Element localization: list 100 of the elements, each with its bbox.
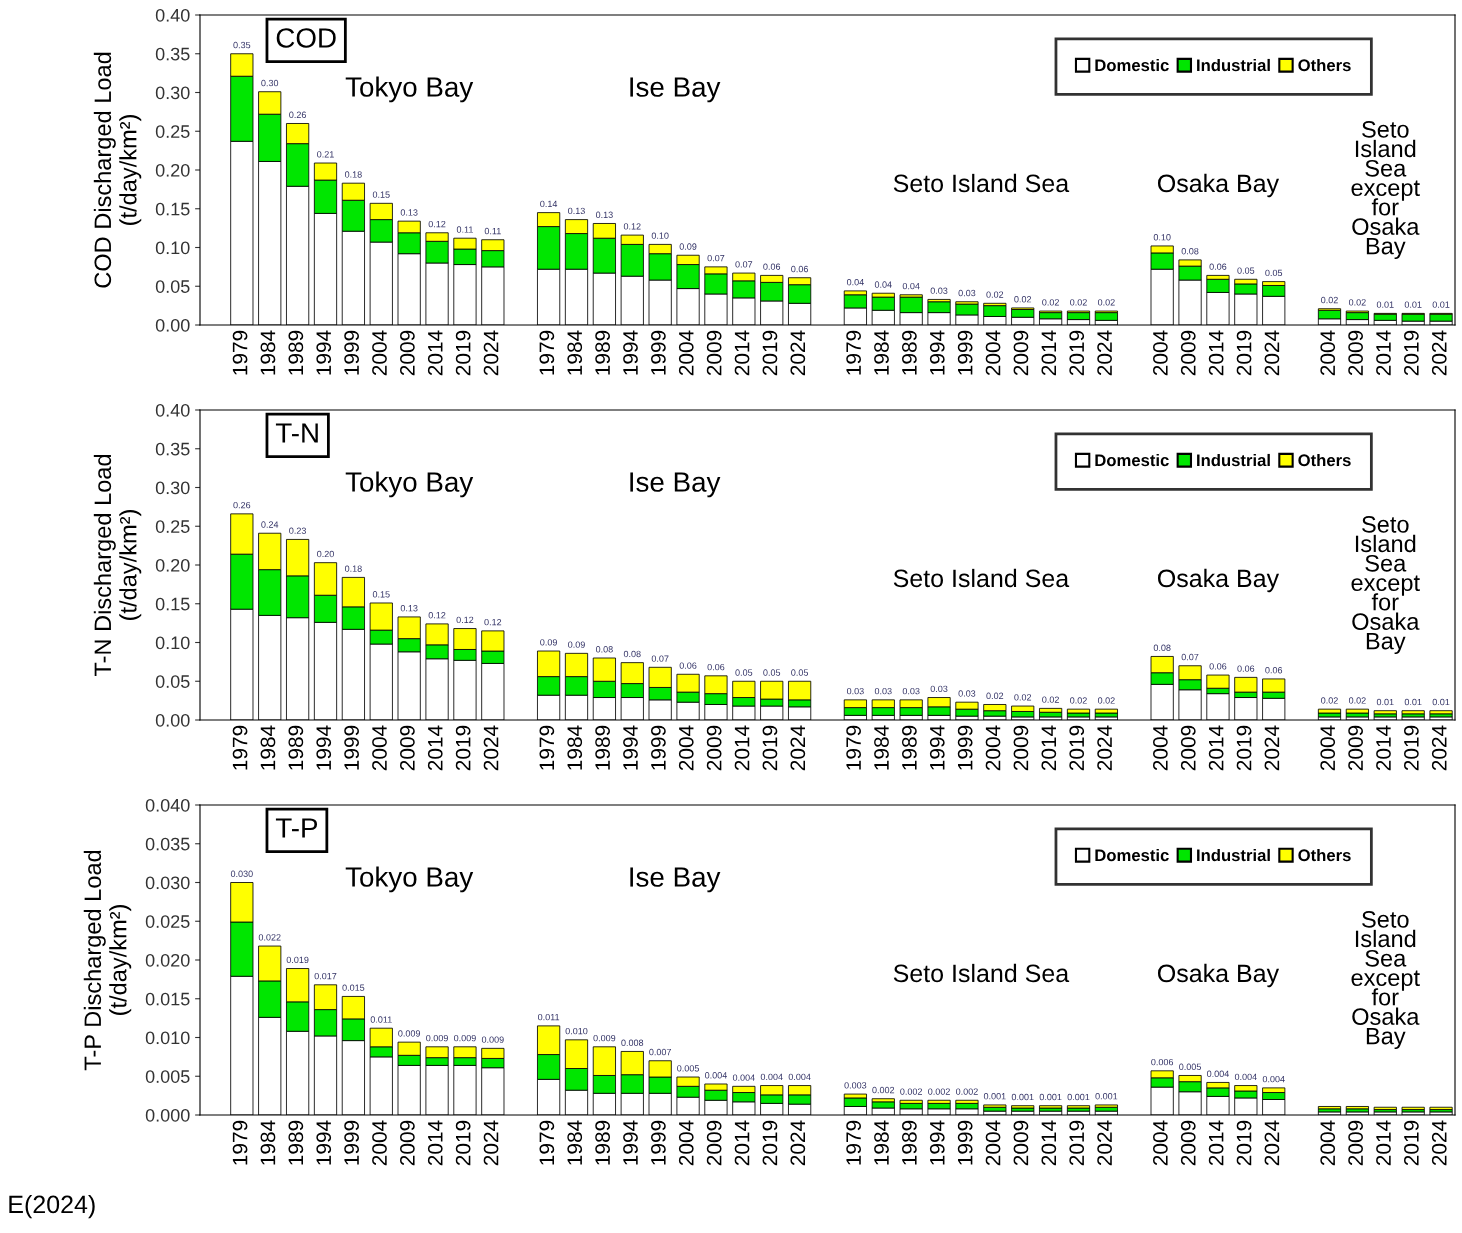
y-tick-label: 0.000 [145,1108,190,1122]
x-tick-label: 2014 [1041,1120,1057,1166]
x-tick-label: 2004 [1153,1120,1168,1166]
y-tick-label: 0.00 [155,318,190,332]
annotation: Ise Bay [630,867,721,893]
x-tick-label: 2024 [1431,725,1447,771]
x-tick-label: 2019 [762,1120,778,1166]
total-label: 0.003 [844,1082,867,1089]
total-label: 0.06 [707,663,725,671]
x-tick-label: 2014 [427,1120,443,1166]
total-label: 0.02 [986,692,1004,699]
annotation: Seto Island Sea [893,963,1070,983]
y-tick-label: 0.40 [155,403,190,417]
total-label: 0.06 [763,263,781,270]
total-label: 0.009 [426,1034,448,1042]
total-label: 0.02 [1042,696,1059,703]
total-label: 0.004 [705,1072,727,1079]
legend-label: Domestic [1095,848,1169,862]
total-label: 0.005 [1179,1063,1201,1070]
annotation: Osaka Bay [1157,568,1280,593]
total-label: 0.02 [986,291,1004,298]
total-label: 0.02 [1070,697,1087,704]
total-label: 0.08 [595,646,613,653]
x-tick-label: 1984 [874,330,889,375]
total-label: 0.02 [1042,299,1059,306]
y-axis-title: T-N Discharged Load (t/day/km²) [93,454,142,677]
total-label: 0.011 [538,1013,560,1021]
total-label: 0.009 [398,1030,421,1037]
total-label: 0.06 [791,265,808,273]
annotation: Seto Island Sea except for Osaka Bay [1351,911,1420,1050]
total-label: 0.08 [1153,644,1171,651]
total-label: 0.24 [261,521,279,528]
total-label: 0.26 [233,501,251,509]
x-tick-label: 1994 [623,725,638,770]
x-tick-label: 2019 [1069,1120,1085,1166]
total-label: 0.019 [286,956,309,964]
total-label: 0.001 [983,1093,1006,1100]
total-label: 0.01 [1404,301,1422,308]
total-label: 0.06 [1237,665,1255,672]
x-tick-label: 2024 [1097,725,1112,771]
chart-title: T-N [275,423,318,443]
total-label: 0.02 [1321,296,1338,304]
x-tick-label: 2019 [1404,1120,1419,1166]
x-tick-label: 1989 [288,330,304,375]
x-tick-label: 2009 [706,1120,722,1166]
x-tick-label: 1999 [651,1120,666,1165]
total-label: 0.13 [400,605,418,612]
x-tick-label: 2024 [790,330,806,376]
total-label: 0.03 [958,289,976,297]
y-tick-label: 0.010 [145,1031,190,1045]
total-label: 0.15 [372,591,390,598]
x-tick-label: 2014 [1376,725,1391,771]
y-axis-title: COD Discharged Load (t/day/km²) [93,52,142,288]
x-tick-label: 2014 [1376,330,1391,376]
y-tick-label: 0.35 [155,47,190,61]
x-tick-label: 2024 [483,330,499,376]
total-label: 0.09 [568,641,585,648]
x-tick-label: 1989 [902,330,917,375]
x-tick-label: 2014 [1041,330,1057,376]
x-tick-label: 1984 [260,1120,276,1165]
x-tick-label: 1989 [902,1120,917,1165]
x-tick-label: 2014 [734,1120,750,1166]
x-tick-label: 1989 [595,725,610,770]
x-tick-label: 2019 [762,330,778,376]
legend-label: Industrial [1197,453,1270,467]
total-label: 0.02 [1070,299,1087,306]
total-label: 0.11 [484,227,501,235]
y-tick-label: 0.30 [155,86,190,100]
x-tick-label: 1994 [316,725,332,770]
x-tick-label: 2014 [1208,330,1224,376]
total-label: 0.010 [565,1027,588,1035]
total-label: 0.06 [1209,663,1227,670]
x-tick-label: 2004 [985,725,1001,771]
total-label: 0.004 [1262,1075,1285,1083]
total-label: 0.002 [956,1088,978,1095]
x-tick-label: 2004 [372,725,387,771]
x-tick-label: 2009 [1180,725,1196,771]
total-label: 0.01 [1432,301,1450,308]
total-label: 0.009 [593,1034,616,1042]
x-tick-label: 2019 [1069,725,1085,771]
total-label: 0.03 [846,687,864,695]
total-label: 0.001 [1095,1093,1118,1100]
x-tick-label: 2009 [706,330,722,376]
x-tick-label: 2019 [455,725,471,771]
x-tick-label: 1984 [567,330,583,375]
total-label: 0.008 [621,1039,644,1046]
x-tick-label: 1989 [595,1120,610,1165]
y-tick-label: 0.35 [155,442,190,456]
total-label: 0.009 [454,1034,476,1042]
x-tick-label: 1999 [344,330,359,375]
total-label: 0.08 [1181,248,1199,255]
annotation: Osaka Bay [1157,173,1280,198]
total-label: 0.002 [900,1088,923,1095]
total-label: 0.13 [595,211,613,218]
x-tick-label: 2009 [400,725,415,771]
y-tick-label: 0.10 [155,636,190,650]
x-tick-label: 2004 [1320,1120,1336,1166]
x-tick-label: 1979 [539,725,555,770]
total-label: 0.09 [540,639,557,646]
total-label: 0.004 [760,1073,783,1081]
